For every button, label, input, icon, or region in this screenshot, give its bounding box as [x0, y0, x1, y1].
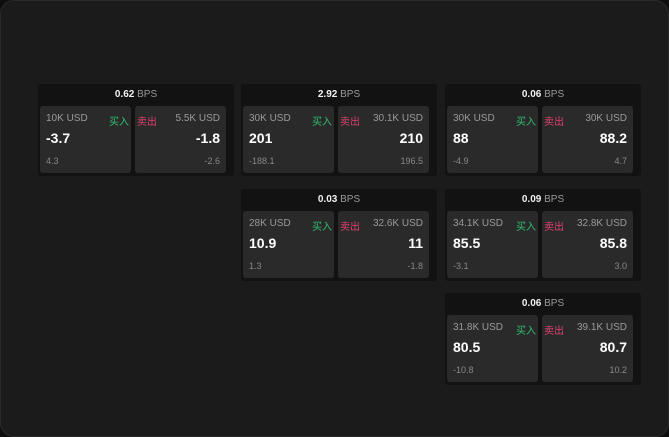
spread-value: 2.92: [317, 89, 338, 100]
ask-size: 30.1K USD: [372, 113, 423, 124]
sell-label: 卖出: [340, 117, 360, 128]
sell-panel[interactable]: 卖出 30K USD 88.2 4.7: [542, 106, 633, 173]
bid-price: 10.9: [249, 235, 277, 251]
buy-panel[interactable]: 30K USD 买入 88 -4.9: [447, 106, 538, 173]
spread-header: 0.09 BPS: [445, 189, 641, 210]
ask-size: 32.6K USD: [372, 218, 423, 229]
price-tile: 0.62 BPS 10K USD 买入 -3.7 4.3 卖出 5.5K USD…: [38, 84, 234, 176]
spread-header: 2.92 BPS: [241, 84, 437, 105]
spread-unit: BPS: [544, 194, 565, 205]
bid-size: 34.1K USD: [453, 218, 504, 229]
sell-panel[interactable]: 卖出 30.1K USD 210 196.5: [338, 106, 429, 173]
buy-label: 买入: [109, 117, 129, 128]
ask-price: 80.7: [599, 339, 627, 355]
sell-panel[interactable]: 卖出 32.8K USD 85.8 3.0: [542, 211, 633, 278]
bid-change: -3.1: [453, 261, 469, 271]
ask-size: 5.5K USD: [175, 113, 220, 124]
sell-panel[interactable]: 卖出 32.6K USD 11 -1.8: [338, 211, 429, 278]
spread-header: 0.06 BPS: [445, 293, 641, 314]
sell-label: 卖出: [544, 326, 564, 337]
ask-change: -1.8: [407, 261, 423, 271]
spread-value: 0.06: [521, 89, 542, 100]
bid-price: 80.5: [453, 339, 481, 355]
bid-change: -10.8: [453, 365, 474, 375]
buy-label: 买入: [516, 117, 536, 128]
price-tile: 0.09 BPS 34.1K USD 买入 85.5 -3.1 卖出 32.8K…: [445, 189, 641, 281]
buy-label: 买入: [516, 222, 536, 233]
sell-panel[interactable]: 卖出 5.5K USD -1.8 -2.6: [135, 106, 226, 173]
spread-value: 0.09: [521, 194, 542, 205]
spread-unit: BPS: [137, 89, 158, 100]
price-tile: 0.06 BPS 31.8K USD 买入 80.5 -10.8 卖出 39.1…: [445, 293, 641, 385]
ask-price: -1.8: [195, 130, 220, 146]
spread-unit: BPS: [340, 194, 361, 205]
bid-price: 201: [249, 130, 273, 146]
bid-change: 1.3: [249, 261, 262, 271]
buy-label: 买入: [312, 117, 332, 128]
ask-size: 30K USD: [585, 113, 627, 124]
ask-size: 39.1K USD: [576, 322, 627, 333]
sell-label: 卖出: [137, 117, 157, 128]
spread-unit: BPS: [544, 298, 565, 309]
ask-price: 88.2: [599, 130, 627, 146]
spread-unit: BPS: [340, 89, 361, 100]
ask-price: 85.8: [599, 235, 627, 251]
bid-size: 10K USD: [46, 113, 88, 124]
spread-unit: BPS: [544, 89, 565, 100]
buy-panel[interactable]: 28K USD 买入 10.9 1.3: [243, 211, 334, 278]
bid-price: 85.5: [453, 235, 481, 251]
price-tile: 0.06 BPS 30K USD 买入 88 -4.9 卖出 30K USD 8…: [445, 84, 641, 176]
buy-panel[interactable]: 10K USD 买入 -3.7 4.3: [40, 106, 131, 173]
bid-size: 31.8K USD: [453, 322, 504, 333]
buy-panel[interactable]: 34.1K USD 买入 85.5 -3.1: [447, 211, 538, 278]
spread-header: 0.03 BPS: [241, 189, 437, 210]
bid-change: 4.3: [46, 156, 59, 166]
bid-size: 28K USD: [249, 218, 291, 229]
sell-label: 卖出: [544, 222, 564, 233]
spread-header: 0.62 BPS: [38, 84, 234, 105]
spread-value: 0.03: [317, 194, 338, 205]
bid-price: -3.7: [46, 130, 71, 146]
ask-change: -2.6: [204, 156, 220, 166]
ask-change: 196.5: [400, 156, 423, 166]
buy-label: 买入: [516, 326, 536, 337]
price-tile: 0.03 BPS 28K USD 买入 10.9 1.3 卖出 32.6K US…: [241, 189, 437, 281]
spread-header: 0.06 BPS: [445, 84, 641, 105]
ask-change: 10.2: [609, 365, 627, 375]
bid-size: 30K USD: [453, 113, 495, 124]
ask-change: 4.7: [614, 156, 627, 166]
bid-change: -188.1: [249, 156, 275, 166]
buy-panel[interactable]: 30K USD 买入 201 -188.1: [243, 106, 334, 173]
sell-label: 卖出: [544, 117, 564, 128]
spread-value: 0.06: [521, 298, 542, 309]
ask-price: 210: [399, 130, 423, 146]
sell-panel[interactable]: 卖出 39.1K USD 80.7 10.2: [542, 315, 633, 382]
buy-panel[interactable]: 31.8K USD 买入 80.5 -10.8: [447, 315, 538, 382]
bid-price: 88: [453, 130, 469, 146]
bid-size: 30K USD: [249, 113, 291, 124]
ask-price: 11: [408, 235, 423, 251]
ask-change: 3.0: [614, 261, 627, 271]
buy-label: 买入: [312, 222, 332, 233]
bid-change: -4.9: [453, 156, 469, 166]
price-tile: 2.92 BPS 30K USD 买入 201 -188.1 卖出 30.1K …: [241, 84, 437, 176]
ask-size: 32.8K USD: [576, 218, 627, 229]
spread-value: 0.62: [114, 89, 135, 100]
sell-label: 卖出: [340, 222, 360, 233]
